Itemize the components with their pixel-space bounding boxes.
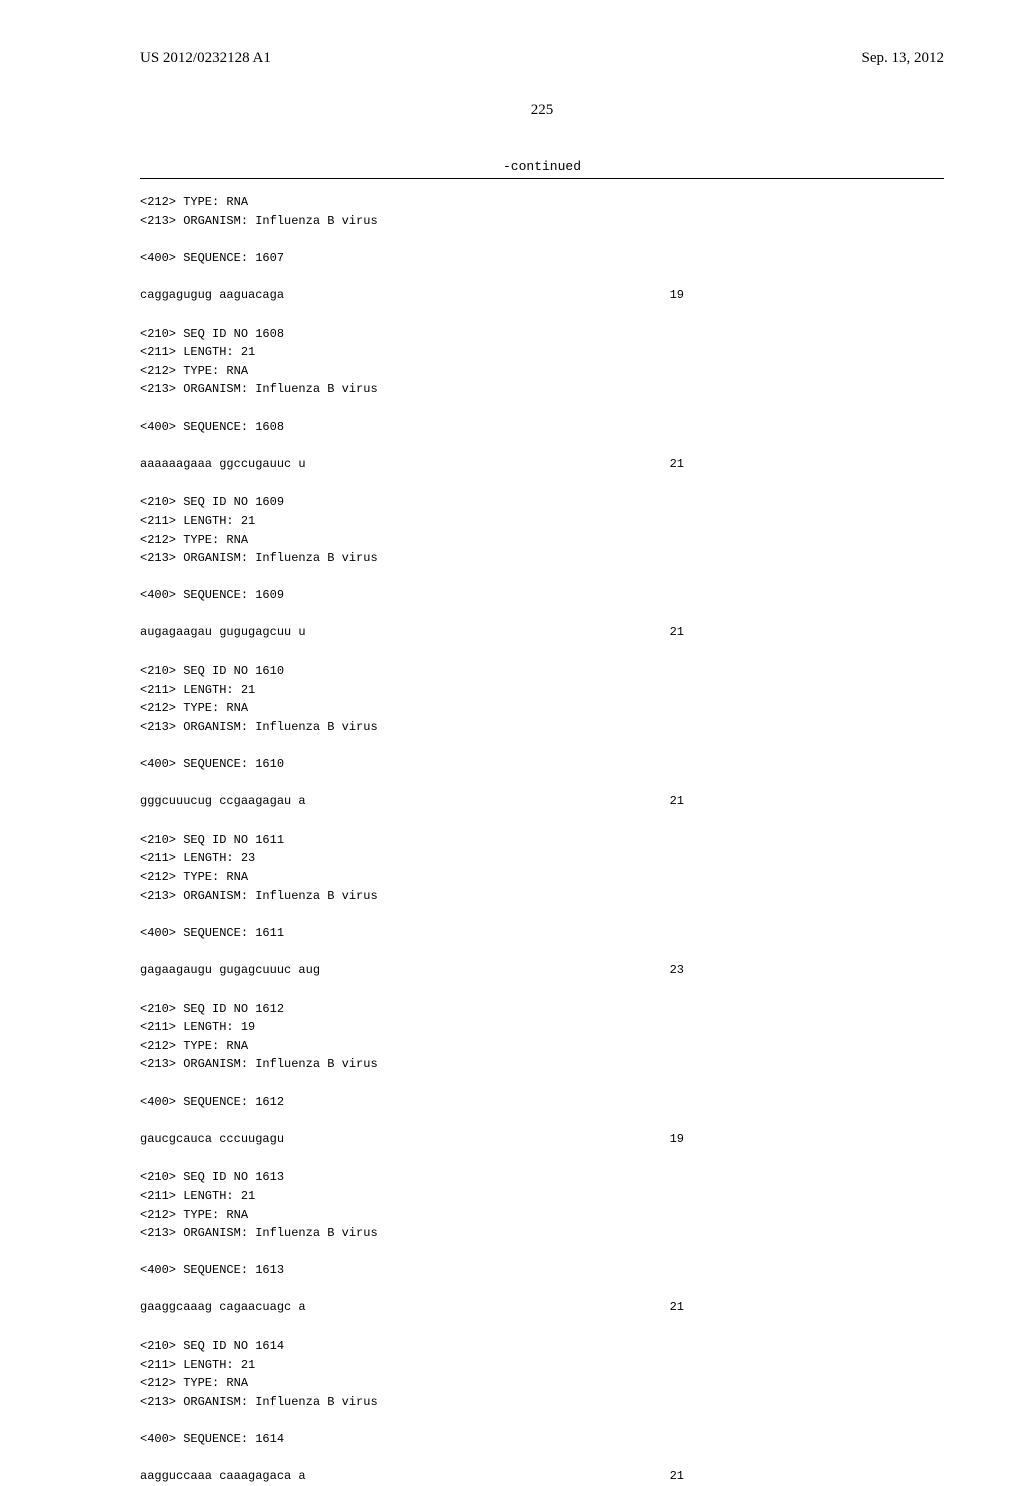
sequence-meta-line: <212> TYPE: RNA [140, 1374, 944, 1393]
pub-number: US 2012/0232128 A1 [140, 50, 271, 67]
sequence-row: gagaagaugu gugagcuuuc aug 23 [140, 961, 944, 980]
sequence-row: gaaggcaaag cagaacuagc a 21 [140, 1298, 944, 1317]
blank-line [140, 267, 944, 286]
sequence-meta-line [140, 568, 944, 587]
sequence-meta-line: <211> LENGTH: 19 [140, 1018, 944, 1037]
sequence-meta-line: <213> ORGANISM: Influenza B virus [140, 1055, 944, 1074]
sequence-row: gggcuuucug ccgaagagau a 21 [140, 792, 944, 811]
sequence-meta-line: <212> TYPE: RNA [140, 868, 944, 887]
sequence-meta-line: <211> LENGTH: 21 [140, 1356, 944, 1375]
sequence-meta-line [140, 1411, 944, 1430]
sequence-meta-line: <400> SEQUENCE: 1609 [140, 586, 944, 605]
sequence-block: <210> SEQ ID NO 1613<211> LENGTH: 21<212… [140, 1168, 944, 1317]
sequence-meta-line: <211> LENGTH: 21 [140, 512, 944, 531]
sequence-length-number: 21 [670, 455, 944, 474]
sequence-text: aaaaaagaaa ggccugauuc u [140, 455, 306, 474]
sequence-block: <210> SEQ ID NO 1608<211> LENGTH: 21<212… [140, 325, 944, 474]
sequence-meta-line: <213> ORGANISM: Influenza B virus [140, 212, 944, 231]
sequence-meta-line: <211> LENGTH: 23 [140, 849, 944, 868]
sequence-block: <210> SEQ ID NO 1610<211> LENGTH: 21<212… [140, 662, 944, 811]
sequence-row: aagguccaaa caaagagaca a 21 [140, 1467, 944, 1486]
sequence-meta-line: <212> TYPE: RNA [140, 1206, 944, 1225]
sequence-length-number: 21 [670, 1467, 944, 1486]
sequence-meta-line: <210> SEQ ID NO 1609 [140, 493, 944, 512]
sequence-meta-line: <213> ORGANISM: Influenza B virus [140, 718, 944, 737]
sequence-row: aaaaaagaaa ggccugauuc u 21 [140, 455, 944, 474]
sequence-block: <210> SEQ ID NO 1612<211> LENGTH: 19<212… [140, 1000, 944, 1149]
sequence-text: gaaggcaaag cagaacuagc a [140, 1298, 306, 1317]
patent-page: US 2012/0232128 A1 Sep. 13, 2012 225 -co… [0, 0, 1024, 1320]
continued-label: -continued [140, 159, 944, 174]
blank-line [140, 774, 944, 793]
sequence-text: aagguccaaa caaagagaca a [140, 1467, 306, 1486]
sequence-meta-line: <210> SEQ ID NO 1612 [140, 1000, 944, 1019]
sequence-meta-line: <210> SEQ ID NO 1608 [140, 325, 944, 344]
blank-line [140, 942, 944, 961]
blank-line [140, 605, 944, 624]
sequence-meta-line: <400> SEQUENCE: 1610 [140, 755, 944, 774]
sequence-meta-line: <212> TYPE: RNA [140, 1037, 944, 1056]
blank-line [140, 1111, 944, 1130]
sequence-meta-line: <213> ORGANISM: Influenza B virus [140, 1393, 944, 1412]
sequence-length-number: 23 [670, 961, 944, 980]
top-rule [140, 178, 944, 179]
blank-line [140, 1280, 944, 1299]
sequence-meta-line [140, 905, 944, 924]
sequence-meta-line: <211> LENGTH: 21 [140, 343, 944, 362]
sequence-text: augagaagau gugugagcuu u [140, 623, 306, 642]
sequence-text: gagaagaugu gugagcuuuc aug [140, 961, 320, 980]
sequence-text: caggagugug aaguacaga [140, 286, 284, 305]
sequence-meta-line [140, 230, 944, 249]
sequence-block: <210> SEQ ID NO 1614<211> LENGTH: 21<212… [140, 1337, 944, 1486]
sequence-meta-line: <212> TYPE: RNA [140, 362, 944, 381]
sequence-row: augagaagau gugugagcuu u 21 [140, 623, 944, 642]
sequence-meta-line: <400> SEQUENCE: 1613 [140, 1261, 944, 1280]
sequence-meta-line: <400> SEQUENCE: 1611 [140, 924, 944, 943]
pub-date: Sep. 13, 2012 [862, 50, 945, 67]
sequence-meta-line: <400> SEQUENCE: 1607 [140, 249, 944, 268]
sequence-text: gaucgcauca cccuugagu [140, 1130, 284, 1149]
sequence-meta-line: <210> SEQ ID NO 1610 [140, 662, 944, 681]
sequence-meta-line: <210> SEQ ID NO 1611 [140, 831, 944, 850]
sequence-meta-line: <210> SEQ ID NO 1613 [140, 1168, 944, 1187]
sequence-meta-line [140, 1243, 944, 1262]
sequence-meta-line: <400> SEQUENCE: 1608 [140, 418, 944, 437]
sequence-block: <210> SEQ ID NO 1609<211> LENGTH: 21<212… [140, 493, 944, 642]
blank-line [140, 1449, 944, 1468]
sequence-meta-line: <400> SEQUENCE: 1612 [140, 1093, 944, 1112]
sequence-row: caggagugug aaguacaga 19 [140, 286, 944, 305]
page-header: US 2012/0232128 A1 Sep. 13, 2012 [140, 50, 944, 67]
sequence-block: <212> TYPE: RNA<213> ORGANISM: Influenza… [140, 193, 944, 305]
blank-line [140, 436, 944, 455]
page-number: 225 [140, 102, 944, 119]
sequence-meta-line: <213> ORGANISM: Influenza B virus [140, 549, 944, 568]
sequence-meta-line: <213> ORGANISM: Influenza B virus [140, 380, 944, 399]
sequence-length-number: 21 [670, 792, 944, 811]
sequence-listing: <212> TYPE: RNA<213> ORGANISM: Influenza… [140, 193, 944, 1486]
sequence-meta-line: <212> TYPE: RNA [140, 193, 944, 212]
sequence-meta-line: <210> SEQ ID NO 1614 [140, 1337, 944, 1356]
sequence-meta-line: <400> SEQUENCE: 1614 [140, 1430, 944, 1449]
sequence-meta-line: <213> ORGANISM: Influenza B virus [140, 887, 944, 906]
sequence-meta-line: <211> LENGTH: 21 [140, 1187, 944, 1206]
sequence-meta-line: <211> LENGTH: 21 [140, 681, 944, 700]
sequence-length-number: 21 [670, 1298, 944, 1317]
sequence-text: gggcuuucug ccgaagagau a [140, 792, 306, 811]
sequence-meta-line: <212> TYPE: RNA [140, 531, 944, 550]
sequence-meta-line [140, 399, 944, 418]
sequence-length-number: 21 [670, 623, 944, 642]
sequence-row: gaucgcauca cccuugagu 19 [140, 1130, 944, 1149]
sequence-length-number: 19 [670, 286, 944, 305]
sequence-meta-line: <213> ORGANISM: Influenza B virus [140, 1224, 944, 1243]
sequence-meta-line [140, 736, 944, 755]
sequence-meta-line: <212> TYPE: RNA [140, 699, 944, 718]
sequence-block: <210> SEQ ID NO 1611<211> LENGTH: 23<212… [140, 831, 944, 980]
sequence-meta-line [140, 1074, 944, 1093]
sequence-length-number: 19 [670, 1130, 944, 1149]
